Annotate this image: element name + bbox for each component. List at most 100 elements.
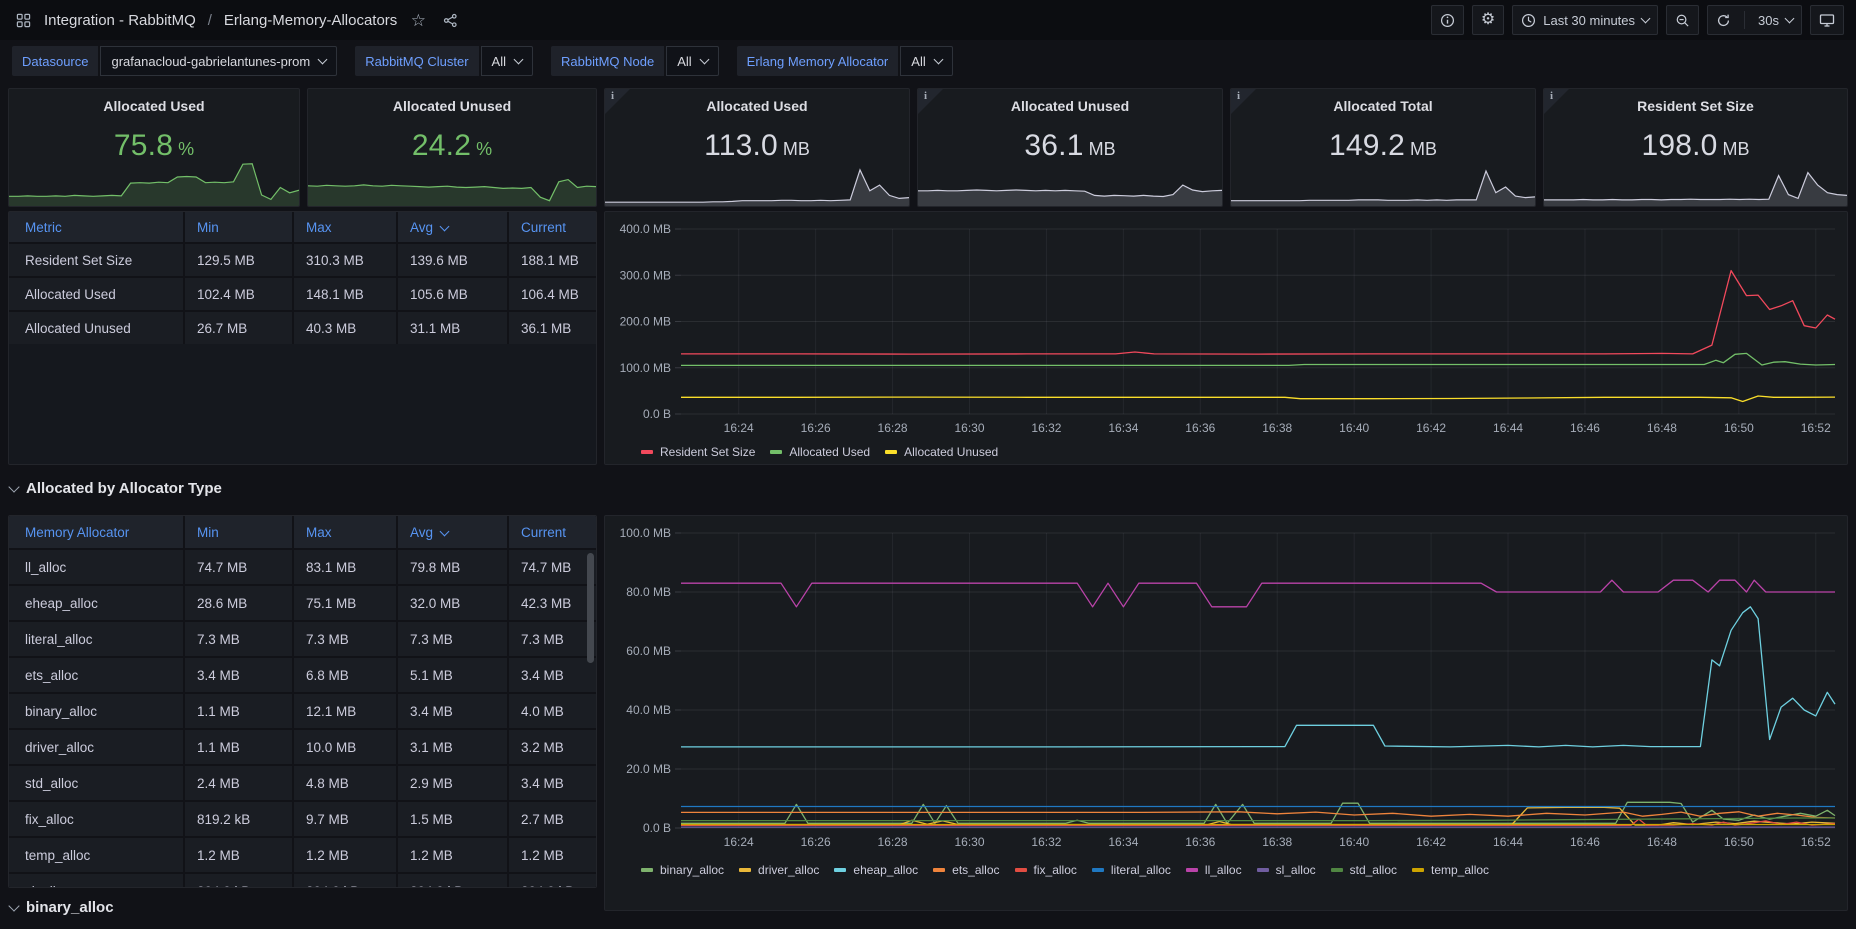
svg-text:60.0 MB: 60.0 MB [626, 644, 671, 658]
favorite-star-icon[interactable]: ☆ [410, 10, 426, 30]
panel-info-corner[interactable] [918, 89, 943, 114]
column-header-max[interactable]: Max [294, 212, 396, 242]
dashboard-subtitle[interactable]: Erlang-Memory-Allocators [223, 11, 398, 29]
dashboards-grid-icon[interactable] [12, 9, 34, 31]
svg-text:16:32: 16:32 [1031, 421, 1061, 435]
legend-label: Resident Set Size [660, 445, 756, 459]
legend-item[interactable]: temp_alloc [1412, 863, 1489, 877]
stat-value-row: 149.2 MB [1329, 129, 1437, 163]
tv-mode-button[interactable] [1810, 5, 1844, 35]
filter-value-dropdown[interactable]: All [666, 46, 719, 76]
legend-swatch [1256, 868, 1269, 872]
legend-swatch [1412, 868, 1424, 872]
stat-panel-title: Allocated Used [706, 98, 808, 114]
legend-item[interactable]: fix_alloc [1014, 863, 1077, 877]
value-cell: 6.8 MB [294, 658, 396, 692]
legend-label: binary_alloc [660, 863, 725, 877]
section-row-allocated-by-allocator-type[interactable]: Allocated by Allocator Type [8, 480, 222, 497]
panel-info-corner[interactable] [605, 89, 630, 114]
legend-item[interactable]: ets_alloc [933, 863, 1000, 877]
svg-text:16:38: 16:38 [1262, 421, 1292, 435]
svg-text:16:52: 16:52 [1801, 421, 1831, 435]
legend-swatch [834, 868, 847, 872]
share-icon[interactable] [439, 9, 461, 31]
column-header-memory-allocator[interactable]: Memory Allocator [9, 516, 183, 548]
refresh-icon [1718, 14, 1730, 26]
zoom-out-button[interactable] [1666, 5, 1700, 35]
stat-value: 36.1 [1024, 129, 1084, 162]
memory-timeseries-panel: 0.0 B 100.0 MB 200.0 MB 300.0 MB 400.0 MB 16:… [604, 211, 1848, 465]
stat-panels-row: Allocated Used 75.8% Allocated Unused 24.2%… [8, 88, 1848, 207]
column-header-max[interactable]: Max [294, 516, 396, 548]
column-header-metric[interactable]: Metric [9, 212, 183, 242]
refresh-picker[interactable]: 30s [1707, 5, 1802, 35]
value-cell: 83.1 MB [294, 550, 396, 584]
row-label-cell: driver_alloc [9, 730, 183, 764]
column-header-min[interactable]: Min [185, 212, 292, 242]
stat-unit: % [178, 139, 195, 159]
sort-descending-icon [439, 221, 450, 231]
zoom-out-icon [1676, 14, 1689, 27]
legend-item[interactable]: ll_alloc [1185, 863, 1242, 877]
stat-value-row: 36.1 MB [1024, 129, 1115, 163]
monitor-icon [1819, 14, 1835, 27]
value-cell: 79.8 MB [398, 550, 507, 584]
stat-panel: i Allocated Total 149.2 MB [1230, 88, 1536, 207]
value-cell: 148.1 MB [294, 278, 396, 310]
filter-label: RabbitMQ Cluster [355, 46, 479, 76]
column-header-current[interactable]: Current [509, 516, 596, 548]
svg-text:16:28: 16:28 [878, 421, 908, 435]
column-header-label: Metric [25, 219, 62, 235]
allocator-table: Memory Allocator Min Max Avg Current ll_alloc… [9, 516, 596, 887]
dashboard-title[interactable]: Integration - RabbitMQ [44, 11, 196, 29]
panel-info-corner[interactable] [1544, 89, 1569, 114]
legend-item[interactable]: binary_alloc [641, 863, 724, 877]
legend-item[interactable]: Resident Set Size [641, 445, 755, 459]
chevron-down-icon [8, 480, 20, 493]
filter-value-dropdown[interactable]: grafanacloud-gabrielantunes-prom [100, 46, 338, 76]
filter-group-1: RabbitMQ Cluster All [355, 46, 533, 76]
value-cell: 32.0 MB [398, 586, 507, 620]
svg-text:16:24: 16:24 [724, 421, 754, 435]
svg-text:40.0 MB: 40.0 MB [626, 703, 671, 717]
column-header-avg[interactable]: Avg [398, 516, 507, 548]
legend-item[interactable]: literal_alloc [1091, 863, 1171, 877]
column-header-current[interactable]: Current [509, 212, 596, 242]
column-header-min[interactable]: Min [185, 516, 292, 548]
column-header-avg[interactable]: Avg [398, 212, 507, 242]
value-cell: 1.1 MB [185, 730, 292, 764]
value-cell: 294.9 kB [509, 874, 596, 887]
table-scrollbar[interactable] [587, 553, 594, 663]
legend-item[interactable]: std_alloc [1330, 863, 1397, 877]
legend-item[interactable]: Allocated Used [770, 445, 870, 459]
legend-item[interactable]: Allocated Unused [885, 445, 998, 459]
legend-label: literal_alloc [1110, 863, 1171, 877]
value-cell: 7.3 MB [294, 622, 396, 656]
svg-text:16:44: 16:44 [1493, 835, 1523, 849]
svg-text:16:32: 16:32 [1031, 835, 1061, 849]
chevron-down-icon [1640, 13, 1651, 23]
panel-info-button[interactable] [1430, 5, 1464, 35]
legend-label: ll_alloc [1204, 863, 1242, 877]
gear-icon: ⚙ [1480, 11, 1496, 28]
value-cell: 102.4 MB [185, 278, 292, 310]
legend-swatch [933, 868, 946, 872]
legend-item[interactable]: sl_alloc [1256, 863, 1316, 877]
value-cell: 3.2 MB [509, 730, 596, 764]
stat-unit: MB [1088, 139, 1116, 159]
stat-value: 75.8 [113, 129, 174, 162]
time-range-picker[interactable]: Last 30 minutes [1512, 5, 1659, 35]
value-cell: 819.2 kB [185, 802, 292, 836]
top-nav-bar: Integration - RabbitMQ / Erlang-Memory-A… [0, 0, 1856, 40]
filter-value-dropdown[interactable]: All [480, 46, 533, 76]
value-cell: 3.4 MB [509, 766, 596, 800]
section-row-binary-alloc[interactable]: binary_alloc [8, 899, 114, 916]
legend-item[interactable]: eheap_alloc [834, 863, 918, 877]
dashboard-settings-button[interactable]: ⚙ [1471, 5, 1505, 35]
value-cell: 310.3 MB [294, 244, 396, 276]
filter-value-dropdown[interactable]: All [900, 46, 953, 76]
legend-item[interactable]: driver_alloc [739, 863, 819, 877]
svg-text:16:28: 16:28 [878, 835, 908, 849]
panel-info-corner[interactable] [1231, 89, 1256, 114]
svg-text:16:24: 16:24 [724, 835, 754, 849]
